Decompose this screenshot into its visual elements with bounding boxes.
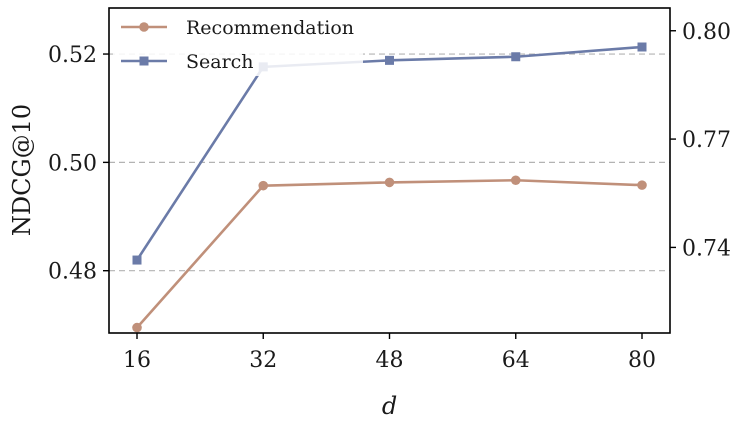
series-layer (132, 42, 647, 333)
point-recommendation-1 (258, 180, 269, 191)
point-search-3 (511, 52, 521, 62)
grid-lines (109, 53, 670, 272)
point-recommendation-4 (637, 180, 647, 190)
point-search-0 (132, 255, 142, 265)
y2-tick-label-1: 0.77 (682, 128, 731, 153)
x-tick-label-3: 64 (502, 348, 530, 373)
legend-box (113, 12, 363, 76)
legend-label-search: Search (186, 51, 254, 73)
x-tick-label-2: 48 (376, 348, 404, 373)
point-recommendation-2 (384, 177, 395, 188)
y-axis-label: NDCG@10 (8, 104, 36, 236)
point-recommendation-0 (132, 322, 142, 333)
series-line-search (135, 45, 644, 262)
series-line-recommendation (135, 178, 644, 329)
y-tick-label-1: 0.50 (48, 151, 97, 176)
point-search-4 (637, 42, 647, 52)
y2-tick-label-0: 0.74 (682, 236, 731, 261)
legend-label-recommendation: Recommendation (186, 17, 354, 39)
x-tick-label-4: 80 (628, 348, 656, 373)
y2-tick-label-2: 0.80 (682, 20, 731, 45)
y-tick-label-2: 0.52 (48, 43, 97, 68)
point-search-2 (385, 55, 394, 65)
legend: Recommendation Search (113, 12, 363, 76)
legend-marker-recommendation (139, 22, 149, 32)
point-recommendation-3 (510, 175, 521, 186)
x-tick-label-0: 16 (123, 348, 151, 373)
legend-marker-search (139, 56, 149, 66)
axis-ticks: 0.48 0.50 0.52 0.74 0.77 0.80 16 32 48 64 80 (48, 20, 731, 373)
x-tick-label-1: 32 (249, 348, 277, 373)
x-axis-label: d (382, 392, 397, 420)
y-tick-label-0: 0.48 (48, 260, 97, 285)
